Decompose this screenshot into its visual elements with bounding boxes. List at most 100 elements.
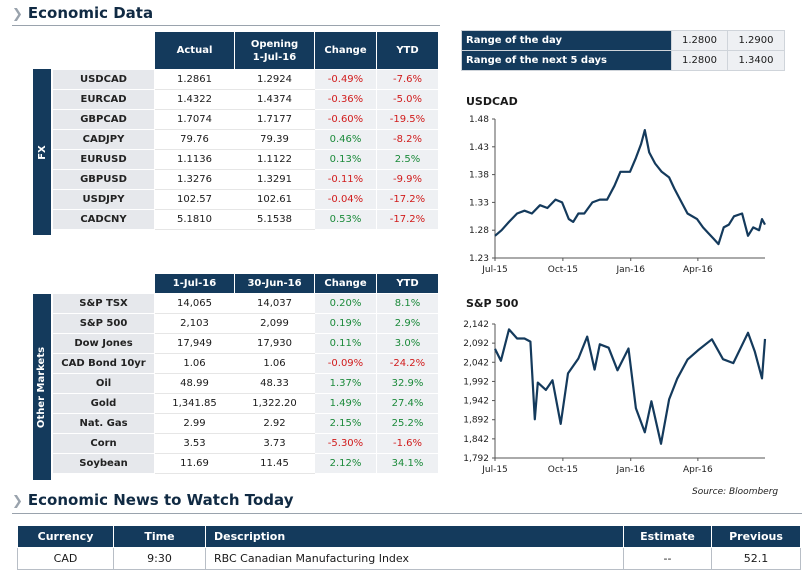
- news-header-currency: Currency: [17, 525, 114, 548]
- sp500-chart: 2,142 2,092 2,042 1,992 1,942 1,892 1,842 1,792…: [463, 320, 767, 475]
- row-value-1: 1.4322: [154, 89, 235, 110]
- table-row: CAD Bond 10yr 1.06 1.06 -0.09% -24.2%: [52, 353, 439, 374]
- row-change: 1.37%: [314, 373, 377, 394]
- row-value-2: 3.73: [234, 433, 315, 454]
- row-value-2: 11.45: [234, 453, 315, 474]
- row-change: 0.53%: [314, 209, 377, 230]
- sp500-y-tick-label: 2,092: [463, 339, 489, 349]
- table-row: Nat. Gas 2.99 2.92 2.15% 25.2%: [52, 413, 439, 434]
- row-label: CAD Bond 10yr: [52, 353, 155, 374]
- row-value-1: 2,103: [154, 313, 235, 334]
- news-header-row: Currency Time Description Estimate Previ…: [17, 525, 801, 548]
- row-value-2: 1.4374: [234, 89, 315, 110]
- row-value-1: 1.06: [154, 353, 235, 374]
- news-header-previous: Previous: [711, 525, 801, 548]
- row-ytd: -17.2%: [376, 209, 439, 230]
- row-value-1: 48.99: [154, 373, 235, 394]
- row-ytd: 2.5%: [376, 149, 439, 170]
- row-value-2: 1.7177: [234, 109, 315, 130]
- fx-header-ytd: YTD: [376, 31, 439, 70]
- other-markets-side-label: Other Markets: [33, 294, 51, 480]
- row-change: 0.13%: [314, 149, 377, 170]
- row-change: 0.20%: [314, 293, 377, 314]
- usdcad-y-tick-label: 1.23: [469, 254, 489, 264]
- fx-side-label: FX: [33, 69, 51, 235]
- row-value-1: 14,065: [154, 293, 235, 314]
- row-label: Dow Jones: [52, 333, 155, 354]
- table-row: CADCNY 5.1810 5.1538 0.53% -17.2%: [52, 209, 439, 230]
- row-change: 1.49%: [314, 393, 377, 414]
- range-table: Range of the day 1.2800 1.2900 Range of …: [461, 30, 785, 71]
- section-title-economic-data: ❯ Economic Data: [12, 4, 153, 22]
- row-value-2: 14,037: [234, 293, 315, 314]
- sp500-x-tick-label: Jan-16: [615, 465, 645, 475]
- fx-header-opening: Opening 1-Jul-16: [234, 31, 315, 70]
- row-label: Soybean: [52, 453, 155, 474]
- row-label: Nat. Gas: [52, 413, 155, 434]
- row-ytd: -8.2%: [376, 129, 439, 150]
- news-header-estimate: Estimate: [623, 525, 712, 548]
- sp500-y-tick-label: 2,142: [463, 320, 489, 330]
- row-ytd: -19.5%: [376, 109, 439, 130]
- row-change: 0.19%: [314, 313, 377, 334]
- other-header-date2: 30-Jun-16: [234, 273, 315, 294]
- news-title-rule: [12, 513, 802, 514]
- table-row: USDCAD 1.2861 1.2924 -0.49% -7.6%: [52, 69, 439, 90]
- other-header-blank: [52, 273, 155, 294]
- news-previous: 52.1: [711, 547, 801, 570]
- usdcad-y-tick-label: 1.33: [469, 198, 489, 208]
- range-5days-high: 1.3400: [727, 50, 785, 71]
- table-row: Oil 48.99 48.33 1.37% 32.9%: [52, 373, 439, 394]
- title-rule: [12, 25, 440, 26]
- row-value-2: 2.92: [234, 413, 315, 434]
- row-value-1: 2.99: [154, 413, 235, 434]
- usdcad-x-tick-label: Apr-16: [683, 265, 713, 275]
- row-value-1: 102.57: [154, 189, 235, 210]
- row-label: Gold: [52, 393, 155, 414]
- row-label: USDJPY: [52, 189, 155, 210]
- sp500-series-line: [494, 328, 767, 445]
- row-label: S&P 500: [52, 313, 155, 334]
- row-value-2: 1.1122: [234, 149, 315, 170]
- fx-header-actual: Actual: [154, 31, 235, 70]
- table-row: Corn 3.53 3.73 -5.30% -1.6%: [52, 433, 439, 454]
- row-ytd: -9.9%: [376, 169, 439, 190]
- row-change: -0.60%: [314, 109, 377, 130]
- table-row: S&P 500 2,103 2,099 0.19% 2.9%: [52, 313, 439, 334]
- usdcad-y-tick-label: 1.28: [469, 226, 489, 236]
- sp500-x-tick-label: Apr-16: [683, 465, 713, 475]
- sp500-y-tick-label: 1,792: [463, 454, 489, 464]
- other-header-change: Change: [314, 273, 377, 294]
- row-change: -0.04%: [314, 189, 377, 210]
- row-change: 2.12%: [314, 453, 377, 474]
- range-5days-low: 1.2800: [671, 50, 728, 71]
- row-value-1: 3.53: [154, 433, 235, 454]
- table-row: S&P TSX 14,065 14,037 0.20% 8.1%: [52, 293, 439, 314]
- row-change: 0.46%: [314, 129, 377, 150]
- row-value-1: 1.7074: [154, 109, 235, 130]
- section-title-economic-news: ❯ Economic News to Watch Today: [12, 491, 293, 509]
- table-row: CAD 9:30 RBC Canadian Manufacturing Inde…: [17, 547, 801, 570]
- usdcad-x-tick-label: Jan-16: [615, 265, 645, 275]
- sp500-y-tick-label: 1,942: [463, 397, 489, 407]
- range-day-low: 1.2800: [671, 30, 728, 51]
- sp500-x-tick-label: Oct-15: [548, 465, 578, 475]
- usdcad-x-tick-label: Oct-15: [548, 265, 578, 275]
- chevron-right-icon: ❯: [12, 494, 23, 509]
- table-row: EURUSD 1.1136 1.1122 0.13% 2.5%: [52, 149, 439, 170]
- row-value-1: 1.3276: [154, 169, 235, 190]
- table-row: Soybean 11.69 11.45 2.12% 34.1%: [52, 453, 439, 474]
- other-header-row: 1-Jul-16 30-Jun-16 Change YTD: [52, 273, 439, 294]
- table-row: Dow Jones 17,949 17,930 0.11% 3.0%: [52, 333, 439, 354]
- row-label: Oil: [52, 373, 155, 394]
- table-row: GBPCAD 1.7074 1.7177 -0.60% -19.5%: [52, 109, 439, 130]
- row-change: -0.49%: [314, 69, 377, 90]
- usdcad-y-tick-label: 1.38: [469, 171, 489, 181]
- news-header-time: Time: [113, 525, 206, 548]
- sp500-y-tick-label: 1,842: [463, 435, 489, 445]
- row-value-2: 102.61: [234, 189, 315, 210]
- sp500-x-tick-label: Jul-15: [481, 465, 508, 475]
- sp500-chart-title: S&P 500: [466, 297, 519, 310]
- row-value-2: 2,099: [234, 313, 315, 334]
- row-ytd: 32.9%: [376, 373, 439, 394]
